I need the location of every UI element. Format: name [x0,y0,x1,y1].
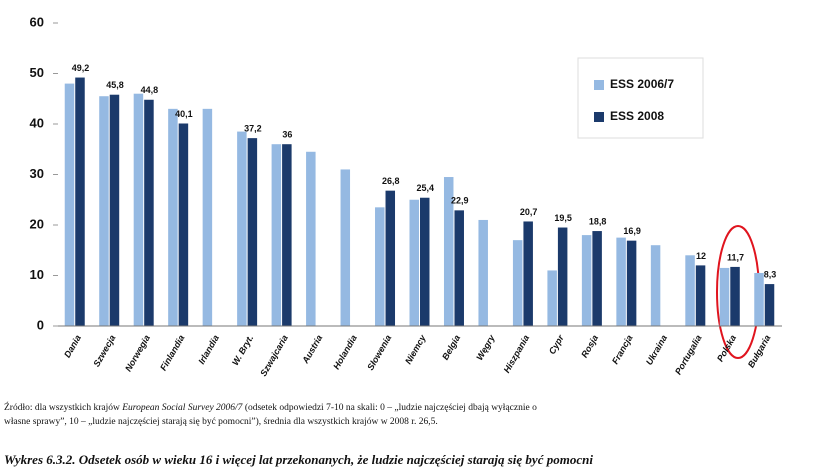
y-tick-label: 30 [30,166,44,181]
legend-label: ESS 2008 [610,109,664,123]
bar [282,144,292,326]
value-label: 36 [282,130,292,140]
value-label: 44,8 [141,85,159,95]
bar [178,123,189,327]
legend-box [577,57,704,139]
bar [478,219,488,326]
bar [340,169,351,326]
x-tick-label: Dania [62,333,83,359]
bar [409,199,419,326]
value-label: 37,2 [244,124,262,134]
bar [202,108,213,326]
bar [581,235,592,326]
source-part: Źródło: dla wszystkich krajów [4,401,122,413]
bar [592,231,602,326]
x-tick-label: Bułgaria [746,333,773,369]
bar [385,190,396,326]
value-label: 22,9 [451,196,469,206]
value-label: 8,3 [764,269,777,279]
y-tick-label: 10 [30,267,44,282]
bar [75,77,85,326]
y-tick-label: 50 [30,65,44,80]
y-tick-label: 20 [30,216,44,231]
value-label: 16,9 [623,226,641,236]
x-tick-label: Niemcy [403,332,428,366]
value-label: 26,8 [382,176,400,186]
y-tick-label: 40 [30,115,44,130]
bar [512,240,523,326]
bar [99,96,109,326]
source-note: Źródło: dla wszystkich krajów European S… [4,401,537,413]
x-tick-label: W. Bryt. [230,333,255,367]
bar [306,151,316,326]
bar [547,270,557,326]
x-tick-label: Austria [300,333,325,366]
caption: Wykres 6.3.2. Odsetek osób w wieku 16 i … [4,452,593,467]
bar [271,144,282,326]
source-part: European Social Survey 2006/7 [121,403,243,413]
bar [133,93,144,326]
source-note: własne sprawy”, 10 – „ludzie najczęściej… [4,416,438,427]
bar [523,221,533,326]
value-label: 25,4 [416,183,434,193]
bar [685,255,695,326]
legend-swatch [594,112,604,122]
x-tick-label: Irlandia [196,333,221,366]
x-tick-label: Hiszpania [502,333,532,374]
x-tick-label: Polska [715,333,738,363]
x-tick-label: Węgry [474,332,497,362]
value-label: 11,7 [727,252,744,262]
value-label: 49,2 [72,63,90,73]
legend-label: ESS 2006/7 [610,77,674,91]
bar [247,138,258,326]
value-label: 12 [696,251,706,261]
x-tick-label: Francja [610,333,635,366]
bar [237,131,247,326]
x-tick-label: Cypr [547,333,566,356]
bar [616,237,626,326]
value-label: 45,8 [106,80,124,90]
bar [375,207,385,326]
bar [719,267,730,326]
bar [443,177,454,326]
x-tick-label: Szwajcaria [258,333,290,378]
x-tick-label: Szwecja [91,333,117,368]
source-part: (odsetek odpowiedzi 7-10 na skali: 0 – „… [242,402,537,413]
y-tick-label: 0 [37,317,44,332]
bar [764,284,775,326]
x-tick-label: Słowenia [365,333,393,372]
x-tick-label: Rosja [579,333,600,359]
bar [168,108,178,326]
x-tick-label: Norwegia [123,333,152,373]
bar [144,99,154,326]
legend-swatch [594,80,604,90]
bar [754,272,764,326]
bar [64,83,75,326]
value-label: 18,8 [589,216,607,226]
bar [695,265,706,326]
x-tick-label: Belgia [440,333,462,361]
x-tick-label: Ukraina [644,333,669,367]
x-tick-label: Finlandia [158,333,186,372]
bar [650,245,661,326]
x-tick-label: Portugalia [673,333,704,376]
value-label: 20,7 [520,207,538,217]
bar [109,94,120,327]
value-label: 40,1 [175,109,193,119]
bar [730,266,740,326]
bar [626,240,637,326]
y-tick-label: 60 [30,14,44,29]
bar [454,210,464,326]
x-tick-label: Holandia [331,333,359,371]
bar [420,197,430,326]
value-label: 19,5 [554,213,572,223]
bar [557,227,568,326]
